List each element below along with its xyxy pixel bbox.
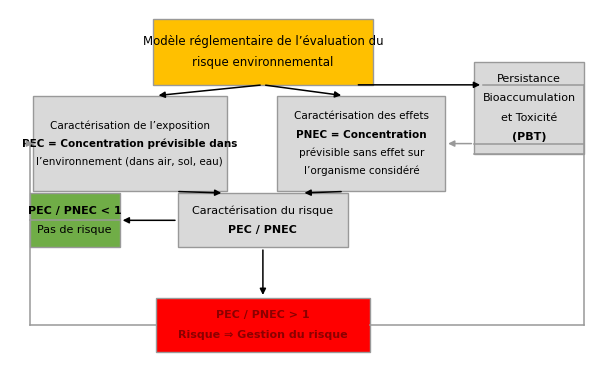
Text: l’organisme considéré: l’organisme considéré [303, 166, 419, 176]
FancyBboxPatch shape [33, 96, 227, 191]
Text: Bioaccumulation: Bioaccumulation [482, 93, 576, 103]
FancyBboxPatch shape [153, 19, 373, 85]
Text: PEC / PNEC < 1: PEC / PNEC < 1 [28, 205, 122, 216]
Text: Caractérisation des effets: Caractérisation des effets [294, 111, 429, 121]
Text: (PBT): (PBT) [512, 132, 546, 142]
Text: PEC / PNEC > 1: PEC / PNEC > 1 [216, 310, 310, 320]
Text: Pas de risque: Pas de risque [37, 225, 112, 235]
Text: Risque ⇒ Gestion du risque: Risque ⇒ Gestion du risque [178, 330, 348, 340]
Text: et Toxicité: et Toxicité [501, 113, 557, 123]
FancyBboxPatch shape [277, 96, 445, 191]
FancyBboxPatch shape [177, 193, 349, 247]
Text: Caractérisation du risque: Caractérisation du risque [192, 205, 333, 216]
Text: PEC = Concentration prévisible dans: PEC = Concentration prévisible dans [22, 138, 238, 149]
FancyBboxPatch shape [156, 298, 370, 352]
Text: risque environnemental: risque environnemental [192, 56, 333, 69]
Text: prévisible sans effet sur: prévisible sans effet sur [298, 147, 424, 158]
Text: Caractérisation de l’exposition: Caractérisation de l’exposition [49, 120, 210, 131]
FancyBboxPatch shape [30, 193, 119, 247]
FancyBboxPatch shape [474, 62, 584, 154]
Text: Modèle réglementaire de l’évaluation du: Modèle réglementaire de l’évaluation du [142, 35, 384, 48]
Text: PNEC = Concentration: PNEC = Concentration [296, 130, 427, 139]
Text: l’environnement (dans air, sol, eau): l’environnement (dans air, sol, eau) [36, 157, 223, 167]
Text: PEC / PNEC: PEC / PNEC [229, 225, 297, 235]
Text: Persistance: Persistance [497, 74, 561, 84]
